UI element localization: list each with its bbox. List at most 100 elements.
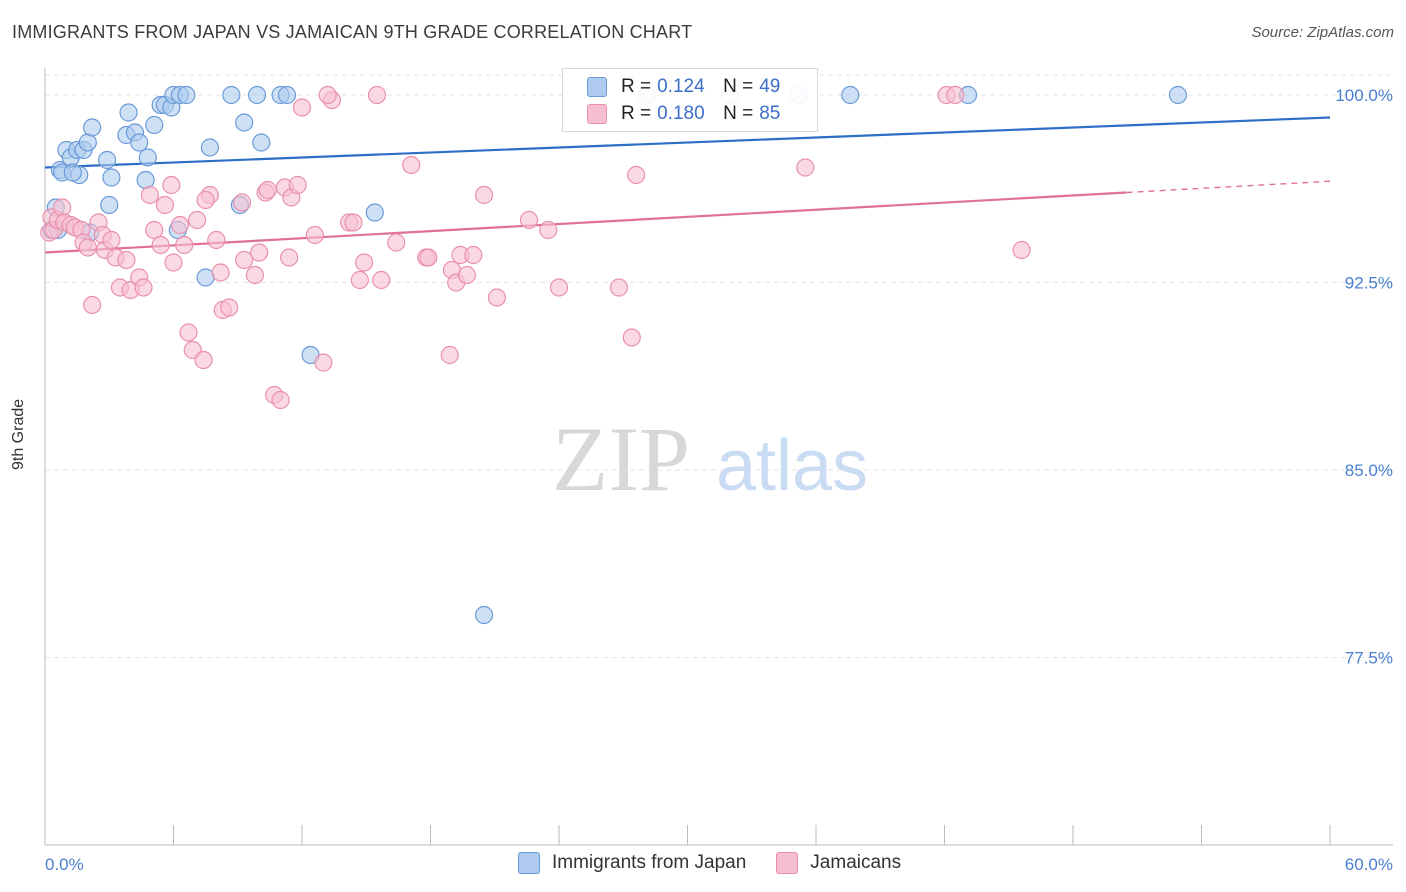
japan-point xyxy=(83,118,102,137)
jamaican-point xyxy=(402,155,421,175)
japan-point xyxy=(252,133,271,152)
japan-point xyxy=(1168,85,1188,105)
japan-point xyxy=(247,85,267,105)
jamaican-point xyxy=(487,288,506,307)
jamaican-point xyxy=(164,253,183,272)
jamaican-point xyxy=(387,233,406,252)
chart-title: IMMIGRANTS FROM JAPAN VS JAMAICAN 9TH GR… xyxy=(12,22,693,42)
japan-point xyxy=(78,133,97,152)
jamaican-point xyxy=(250,243,269,262)
x-tick-label: 60.0% xyxy=(1345,855,1393,874)
japan-point xyxy=(365,203,384,222)
jamaican-point xyxy=(457,265,477,285)
n-value: 49 xyxy=(759,76,781,97)
japan-point xyxy=(145,115,164,135)
jamaican-point xyxy=(292,98,312,117)
x-tick-labels: 0.0% 60.0% xyxy=(45,855,1393,874)
japan-point xyxy=(277,85,297,105)
y-tick-label: 85.0% xyxy=(1345,461,1393,480)
n-key: N = xyxy=(723,103,754,124)
jamaican-point xyxy=(53,198,72,217)
jamaican-point xyxy=(170,215,190,235)
jamaican-point xyxy=(946,85,965,105)
y-tick-labels: 100.0% 92.5% 85.0% 77.5% xyxy=(1335,86,1393,668)
stats-legend: R = 0.124 N = 49 R = 0.180 N = 85 xyxy=(562,68,818,132)
jamaican-point xyxy=(350,270,369,290)
jamaican-point xyxy=(220,298,239,317)
jamaicans-swatch xyxy=(587,104,607,124)
japan-point xyxy=(841,85,860,105)
source-credit: Source: ZipAtlas.com xyxy=(1251,24,1394,41)
japan-point xyxy=(138,148,157,167)
jamaican-point xyxy=(344,213,363,232)
japan-legend-swatch xyxy=(518,852,540,874)
jamaican-point xyxy=(280,248,299,267)
jamaican-point xyxy=(464,245,483,265)
jamaican-point xyxy=(474,185,494,205)
watermark-zip: ZIP xyxy=(552,408,690,510)
stats-legend-row-japan: R = 0.124 N = 49 xyxy=(587,75,780,99)
y-tick-label: 77.5% xyxy=(1345,649,1393,668)
jamaican-point xyxy=(271,390,290,410)
jamaican-point xyxy=(440,345,459,365)
legend-label-japan: Immigrants from Japan xyxy=(552,852,747,873)
r-key: R = xyxy=(621,76,652,97)
jamaican-point xyxy=(78,238,97,257)
japan-point xyxy=(98,150,117,170)
japan-point xyxy=(200,138,220,157)
series-legend: Immigrants from Japan Jamaicans xyxy=(518,852,931,874)
jamaican-point xyxy=(539,220,558,240)
jamaican-point xyxy=(162,175,181,195)
jamaican-point xyxy=(318,85,337,105)
trend-lines xyxy=(44,116,1331,254)
jamaican-point xyxy=(145,220,164,240)
n-key: N = xyxy=(723,76,754,97)
jamaican-point xyxy=(102,230,121,250)
trend-line-extension xyxy=(1126,180,1331,194)
jamaican-point xyxy=(549,278,569,297)
axes xyxy=(44,68,1393,846)
jamaican-point xyxy=(134,278,153,297)
jamaican-point xyxy=(1012,240,1031,260)
jamaican-point xyxy=(117,250,136,270)
jamaican-point xyxy=(622,328,641,347)
trend-line xyxy=(44,191,1127,254)
watermark: ZIP atlas xyxy=(552,408,868,510)
japan-point xyxy=(100,195,119,215)
japan-point xyxy=(136,170,155,190)
jamaican-point xyxy=(258,180,277,200)
jamaican-point xyxy=(179,323,198,342)
jamaicans-legend-swatch xyxy=(776,852,799,874)
n-value: 85 xyxy=(759,103,781,124)
jamaican-point xyxy=(194,350,213,370)
legend-item-jamaicans[interactable]: Jamaicans xyxy=(776,852,901,874)
y-tick-label: 92.5% xyxy=(1345,274,1393,293)
jamaican-point xyxy=(196,190,215,210)
japan-point xyxy=(63,163,82,182)
data-points xyxy=(40,85,1188,625)
jamaican-point xyxy=(140,185,160,205)
legend-label-jamaicans: Jamaicans xyxy=(810,852,902,873)
jamaican-point xyxy=(626,165,646,185)
jamaican-point xyxy=(305,225,324,245)
jamaican-point xyxy=(519,210,539,230)
japan-point xyxy=(177,85,196,105)
jamaican-point xyxy=(155,195,175,215)
jamaican-point xyxy=(314,353,333,372)
jamaican-point xyxy=(796,158,815,177)
japan-point xyxy=(235,113,254,132)
watermark-atlas: atlas xyxy=(716,426,868,506)
jamaican-point xyxy=(175,235,194,255)
jamaican-point xyxy=(367,85,387,105)
japan-point xyxy=(130,133,149,152)
r-value: 0.180 xyxy=(657,103,705,124)
jamaican-point xyxy=(151,235,170,255)
legend-item-japan[interactable]: Immigrants from Japan xyxy=(518,852,746,874)
japan-point xyxy=(474,605,494,625)
jamaican-point xyxy=(288,175,307,195)
jamaican-point xyxy=(211,263,230,282)
jamaican-point xyxy=(187,210,207,230)
jamaican-point xyxy=(232,193,252,212)
jamaican-point xyxy=(372,270,391,290)
